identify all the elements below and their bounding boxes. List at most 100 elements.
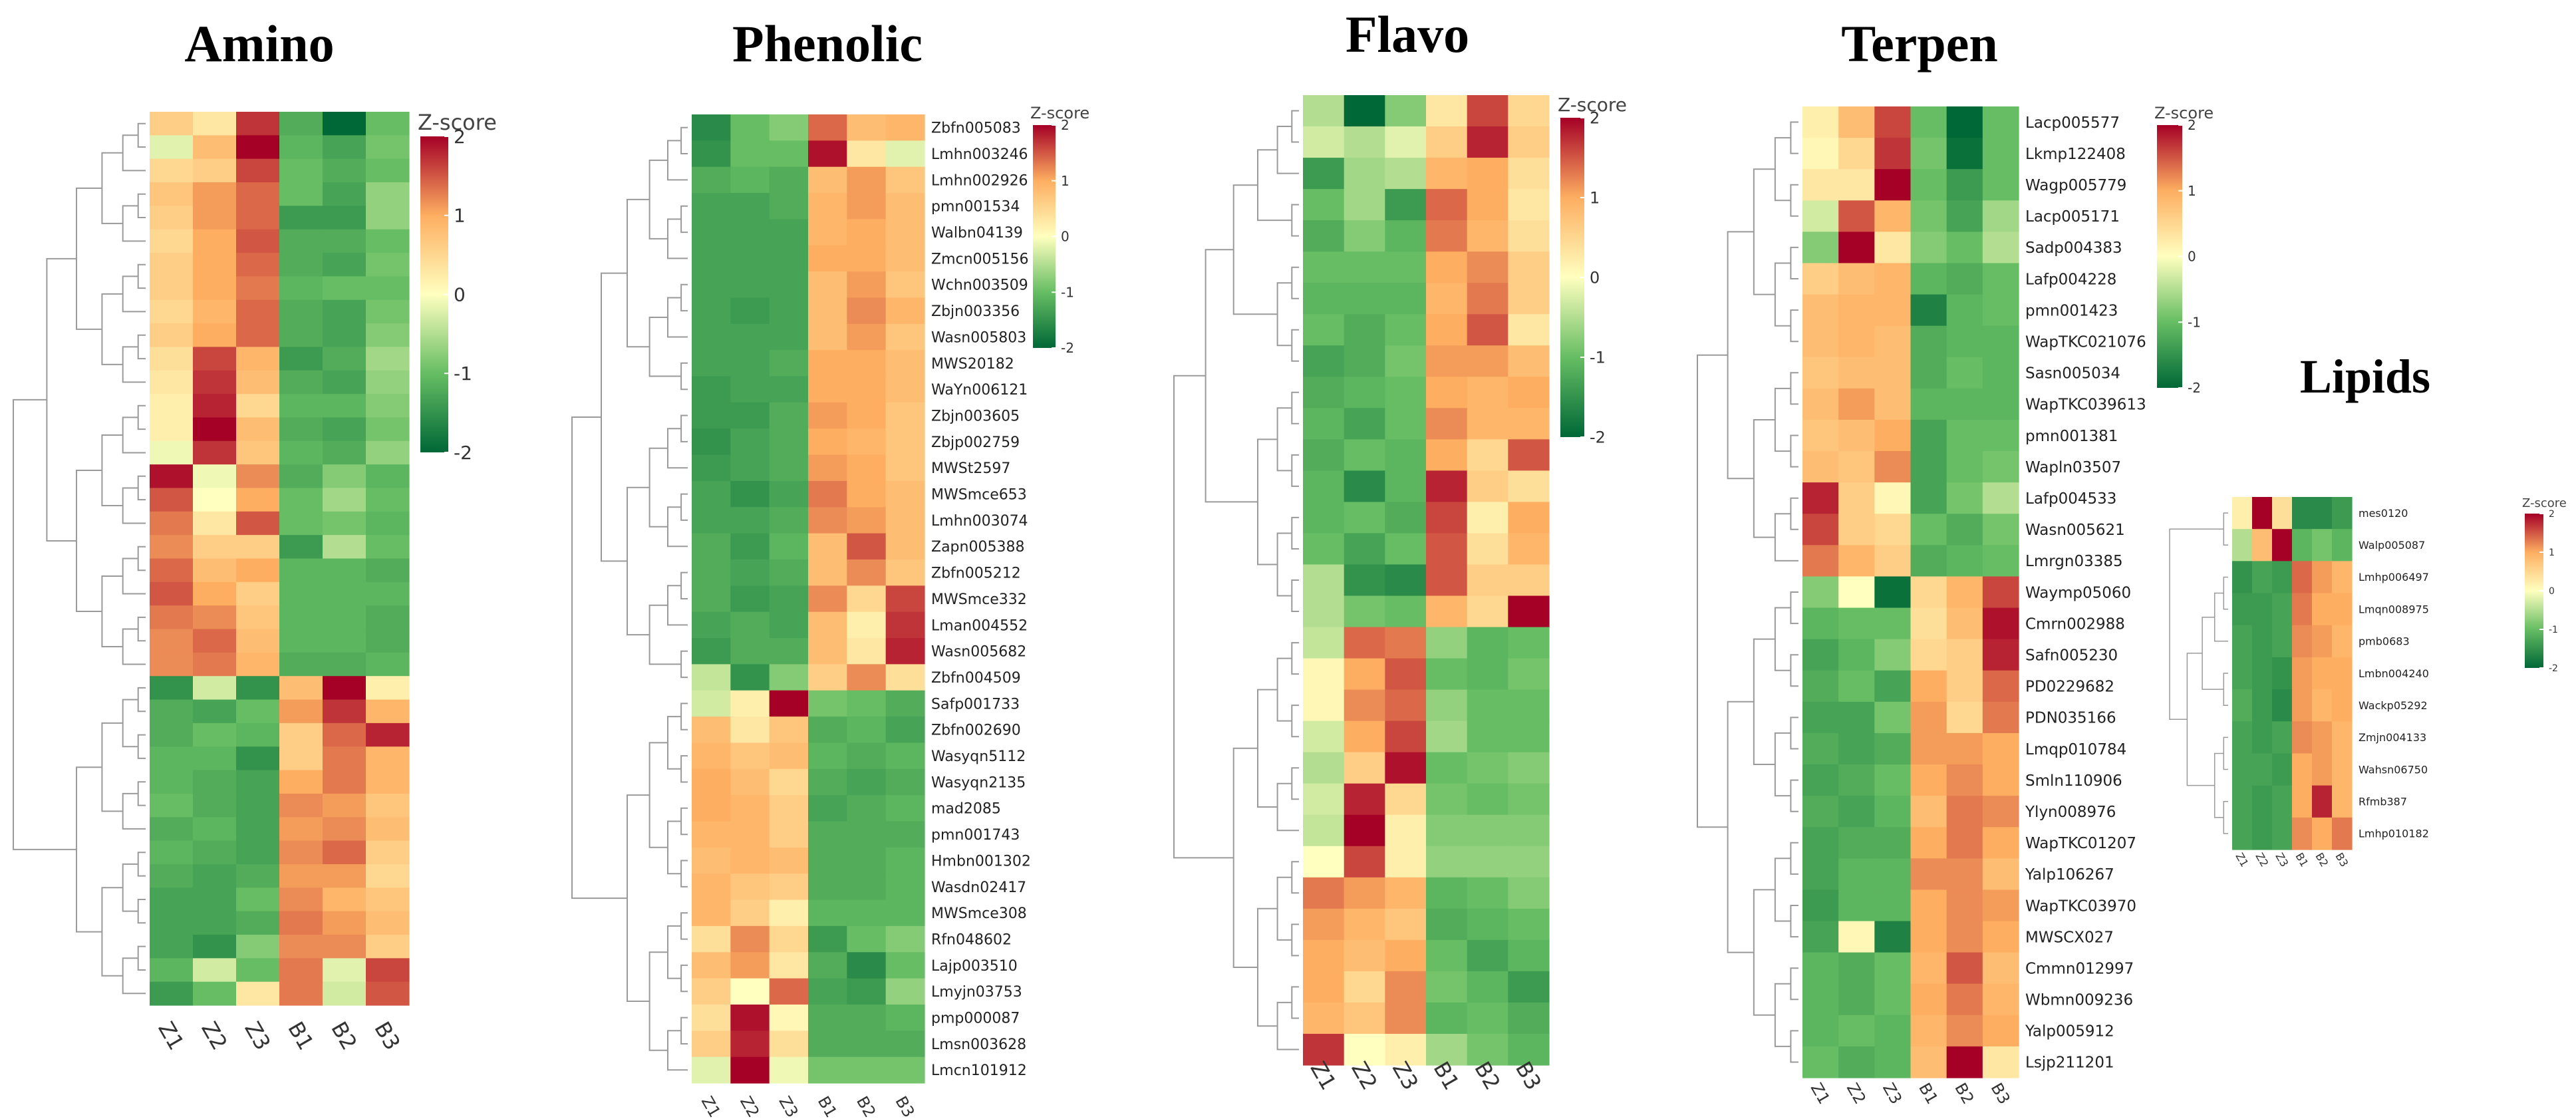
flavo-cell: [1344, 939, 1385, 972]
amino-cell: [236, 253, 280, 277]
terpen-cell: [1982, 514, 2019, 546]
amino-title: Amino: [184, 15, 334, 73]
amino-cell: [236, 276, 280, 301]
amino-cell: [236, 722, 280, 747]
flavo-cell: [1426, 720, 1468, 753]
amino-cell: [279, 840, 323, 865]
amino-cell: [279, 417, 323, 442]
terpen-cell: [1946, 294, 1983, 327]
phenolic-legend-tick: -2: [1061, 340, 1074, 356]
phenolic-row-label: Wasn005682: [931, 644, 1026, 661]
phenolic-cell: [692, 925, 731, 953]
phenolic-cell: [730, 874, 770, 901]
terpen-dendrogram-branch: [1790, 246, 1798, 279]
lipids-cell: [2232, 529, 2253, 561]
terpen-row-label: pmn001381: [2025, 428, 2118, 445]
terpen-dendrogram-branch: [1790, 967, 1798, 1001]
phenolic-cell: [730, 821, 770, 848]
phenolic-row-label: Zbfn002690: [931, 722, 1021, 739]
phenolic-cell: [730, 297, 770, 325]
phenolic-cell: [847, 454, 887, 482]
flavo-cell: [1385, 658, 1427, 691]
flavo-cell: [1344, 126, 1385, 158]
amino-cell: [236, 934, 280, 959]
flavo-cell: [1508, 439, 1550, 471]
lipids-cell: [2312, 497, 2333, 530]
phenolic-cell: [692, 323, 731, 351]
terpen-cell: [1874, 169, 1912, 201]
phenolic-row-label: Wasn005803: [931, 329, 1026, 346]
lipids-cell: [2332, 753, 2353, 786]
lipids-cell: [2252, 657, 2273, 690]
terpen-dendrogram-branch: [1790, 779, 1798, 812]
terpen-cell: [1838, 796, 1875, 828]
flavo-cell: [1508, 814, 1550, 847]
flavo-cell: [1508, 345, 1550, 377]
flavo-cell: [1344, 908, 1385, 941]
terpen-dendrogram-branch: [1790, 497, 1798, 530]
flavo-cell: [1303, 220, 1345, 252]
terpen-cell: [1982, 451, 2019, 483]
amino-cell: [279, 558, 323, 583]
terpen-col-label: Z1: [1807, 1080, 1834, 1107]
amino-cell: [236, 911, 280, 935]
flavo-cell: [1426, 939, 1468, 972]
amino-dendrogram-branch: [137, 687, 146, 713]
terpen-cell: [1802, 482, 1839, 514]
amino-cell: [323, 112, 366, 136]
terpen-dendrogram-branch: [1774, 607, 1791, 671]
terpen-row-label: Lsjp211201: [2025, 1054, 2114, 1072]
amino-dendrogram-branch: [122, 628, 146, 665]
lipids-legend-tick: 1: [2549, 548, 2555, 558]
lipids-cell: [2292, 689, 2313, 722]
phenolic-cell: [692, 874, 731, 901]
terpen-dendrogram-branch: [1727, 231, 1754, 480]
terpen-cell: [1838, 545, 1875, 577]
phenolic-cell: [885, 899, 925, 927]
amino-cell: [323, 535, 366, 560]
terpen-cell: [1910, 200, 1947, 232]
flavo-cell: [1344, 220, 1385, 252]
amino-dendrogram-branch: [137, 734, 146, 759]
terpen-cell: [1946, 325, 1983, 358]
lipids-row-label: Lmbn004240: [2359, 667, 2429, 680]
amino-cell: [323, 887, 366, 912]
terpen-cell: [1838, 514, 1875, 546]
flavo-cell: [1426, 377, 1468, 408]
flavo-cell: [1508, 189, 1550, 221]
terpen-cell: [1910, 419, 1947, 452]
terpen-dendrogram-branch: [1790, 654, 1798, 687]
phenolic-cell: [808, 533, 847, 560]
lipids-cell: [2232, 785, 2253, 818]
amino-cell: [236, 347, 280, 371]
phenolic-cell: [769, 717, 809, 744]
terpen-cell: [1910, 827, 1947, 859]
terpen-cell: [1910, 1046, 1947, 1078]
phenolic-cell: [730, 559, 770, 586]
terpen-cell: [1946, 921, 1983, 953]
amino-cell: [150, 323, 194, 348]
flavo-cell: [1508, 470, 1550, 503]
amino-cell: [236, 182, 280, 206]
terpen-row-label: Waymp05060: [2025, 584, 2131, 601]
terpen-cell: [1874, 514, 1912, 546]
amino-cell: [236, 135, 280, 160]
phenolic-cell: [885, 952, 925, 979]
phenolic-cell: [692, 795, 731, 822]
phenolic-cell: [885, 847, 925, 874]
phenolic-cell: [692, 1056, 731, 1084]
flavo-cell: [1426, 564, 1468, 597]
lipids-cell: [2312, 657, 2333, 690]
terpen-cell: [1802, 1015, 1839, 1047]
flavo-dendrogram-branch: [1257, 438, 1278, 565]
amino-cell: [366, 158, 410, 183]
terpen-dendrogram-branch: [1790, 1030, 1798, 1063]
amino-cell: [236, 581, 280, 606]
flavo-dendrogram-branch: [1291, 923, 1299, 957]
flavo-dendrogram-branch: [1291, 705, 1299, 738]
terpen-cell: [1802, 983, 1839, 1016]
flavo-cell: [1385, 877, 1427, 909]
lipids-cell: [2292, 497, 2313, 530]
amino-dendrogram-branch: [137, 852, 146, 877]
terpen-dendrogram-branch: [1774, 732, 1791, 797]
